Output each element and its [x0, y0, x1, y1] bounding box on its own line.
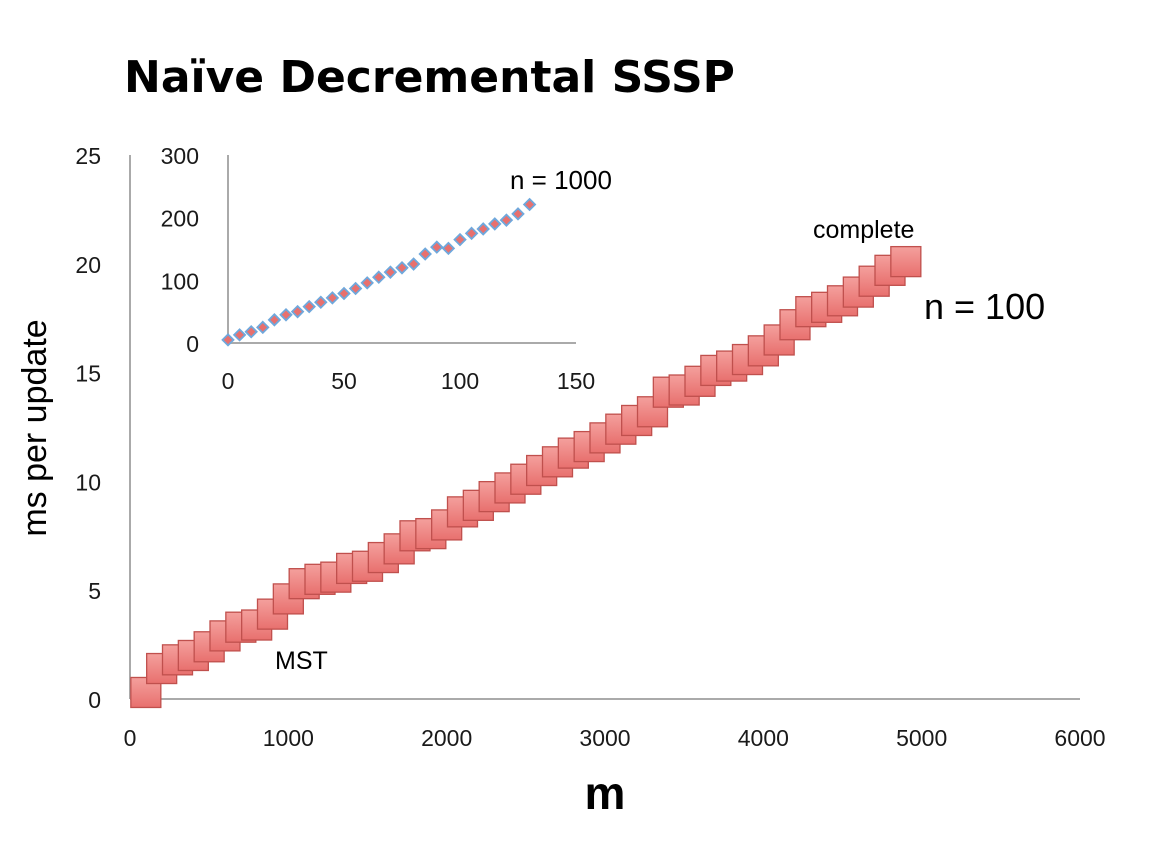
main-x-tick-label: 1000 — [263, 725, 314, 751]
main-x-tick-label: 4000 — [738, 725, 789, 751]
inset-data-point — [290, 304, 305, 319]
main-x-tick-label: 5000 — [896, 725, 947, 751]
inset-data-point — [395, 261, 409, 275]
main-x-tick-label: 3000 — [579, 725, 630, 751]
inset-x-tick-labels: 0 50 100 150 — [222, 368, 596, 394]
inset-data-point — [221, 333, 235, 347]
inset-data-point — [256, 320, 270, 335]
inset-data-point — [499, 213, 514, 227]
main-y-tick-label: 10 — [75, 469, 101, 495]
main-data-point — [890, 245, 922, 278]
inset-data-point — [314, 295, 328, 310]
inset-x-tick-label: 0 — [222, 368, 235, 394]
inset-data-point — [302, 299, 316, 314]
inset-y-tick-label: 0 — [186, 331, 199, 357]
inset-data-point — [279, 308, 293, 322]
main-y-tick-label: 25 — [75, 143, 101, 169]
inset-y-tick-label: 300 — [161, 143, 199, 169]
inset-y-tick-label: 200 — [161, 206, 199, 232]
x-axis-label: m — [585, 767, 626, 819]
inset-data-point — [522, 197, 537, 212]
main-x-tick-label: 0 — [124, 725, 137, 751]
main-x-tick-label: 2000 — [421, 725, 472, 751]
main-y-tick-label: 20 — [75, 252, 101, 278]
inset-data-point — [418, 247, 432, 261]
annotation-complete: complete — [813, 216, 914, 244]
main-x-tick-labels: 0 1000 2000 3000 4000 5000 6000 — [124, 725, 1106, 751]
inset-data-point — [360, 276, 374, 290]
main-y-tick-label: 5 — [88, 578, 101, 604]
main-y-tick-label: 15 — [75, 361, 101, 387]
inset-data-point — [337, 286, 351, 301]
inset-data-points — [221, 197, 537, 347]
y-axis-label: ms per update — [16, 319, 54, 536]
inset-x-tick-label: 150 — [557, 368, 595, 394]
annotation-n100: n = 100 — [924, 286, 1045, 327]
main-y-tick-label: 0 — [88, 687, 101, 713]
inset-data-point — [441, 241, 456, 256]
inset-data-point — [372, 270, 386, 284]
inset-data-point — [406, 257, 421, 271]
chart-title: Naïve Decremental SSSP — [124, 52, 735, 103]
inset-data-point — [488, 217, 502, 231]
inset-y-tick-label: 100 — [161, 268, 199, 294]
inset-data-point — [325, 291, 340, 305]
inset-data-point — [348, 281, 363, 296]
annotation-n1000: n = 1000 — [510, 165, 612, 195]
inset-data-point — [511, 207, 525, 221]
inset-data-point — [464, 226, 479, 241]
inset-x-tick-label: 50 — [331, 368, 357, 394]
inset-data-point — [453, 232, 467, 247]
main-y-tick-labels: 0 5 10 15 20 25 — [75, 143, 101, 713]
inset-data-point — [232, 328, 247, 342]
inset-x-tick-label: 100 — [441, 368, 479, 394]
annotation-mst: MST — [275, 647, 328, 675]
inset-data-point — [383, 265, 398, 279]
inset-data-point — [430, 240, 444, 254]
inset-data-point — [267, 313, 282, 327]
inset-data-point — [476, 222, 490, 236]
main-data-points — [130, 245, 922, 709]
inset-y-tick-labels: 0 100 200 300 — [161, 143, 199, 357]
main-data-point — [636, 396, 669, 428]
inset-data-point — [244, 324, 258, 339]
main-x-tick-label: 6000 — [1054, 725, 1105, 751]
